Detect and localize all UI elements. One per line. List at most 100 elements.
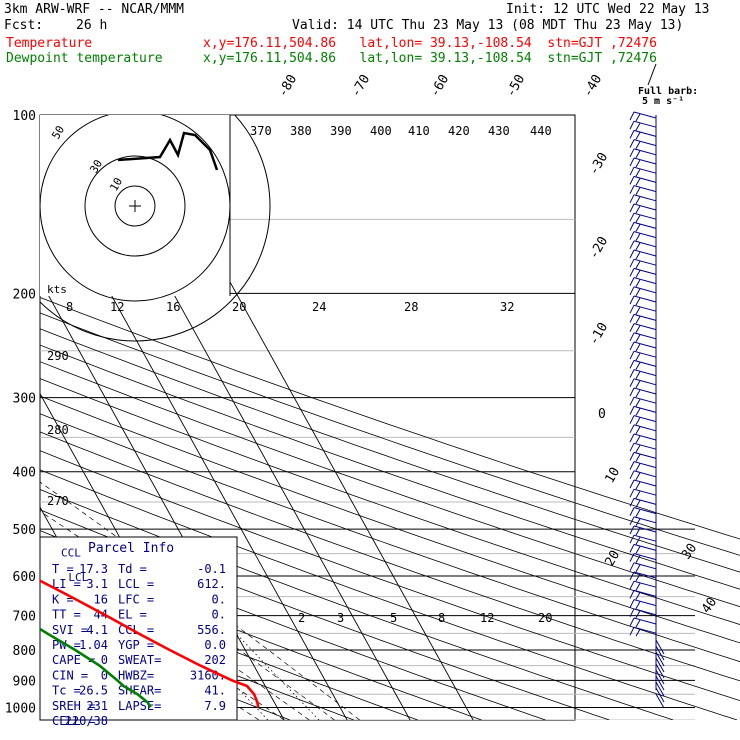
parcel-row-label: LAPSE= (118, 699, 161, 713)
valid-time: Valid: 14 UTC Thu 23 May 13 (08 MDT Thu … (292, 18, 684, 33)
wind-barb (629, 516, 657, 527)
isotherm-label: 40 (699, 595, 720, 616)
wind-barb (629, 323, 657, 333)
isotherm-label: -40 (580, 72, 605, 100)
wind-barb-flag (635, 601, 641, 609)
wind-barb-low (655, 645, 665, 661)
pressure-label: 200 (13, 287, 36, 302)
wind-barb (629, 185, 657, 195)
parcel-row-value: 4.1 (86, 623, 108, 637)
wind-barb-staff (633, 451, 657, 459)
wind-barb (629, 359, 657, 370)
wind-barb (629, 240, 657, 251)
isotherm-label: 20 (602, 548, 623, 569)
dry-adiabat-label: 280 (47, 423, 69, 437)
pressure-label: 500 (13, 523, 36, 538)
dry-adiabat (40, 312, 740, 556)
parcel-row-label: SHEAR= (118, 684, 161, 698)
wind-barb (629, 221, 657, 232)
wind-barb (629, 451, 657, 462)
wind-barb-staff (633, 175, 657, 183)
wind-barb-flag (635, 518, 641, 527)
wind-barb-staff (633, 507, 657, 515)
parcel-info-title: Parcel Info (88, 541, 174, 556)
dry-adiabat (40, 361, 740, 608)
theta-label: 410 (408, 124, 430, 138)
parcel-row-value: 612. (197, 577, 226, 591)
wind-scale-barb (647, 63, 657, 86)
wind-barb-flag (629, 534, 635, 544)
wind-barb-flag (629, 350, 635, 360)
wind-barb-flag (635, 490, 641, 499)
wind-barb-flag (635, 371, 641, 379)
wind-barb-flag (629, 120, 635, 130)
dry-adiabat-label: 290 (47, 349, 69, 363)
wind-barb-flag (635, 509, 641, 517)
parcel-row-value: 41. (204, 684, 226, 698)
dewpoint-profile (40, 627, 152, 709)
wind-barb-staff (633, 608, 657, 616)
wind-barb-flag (635, 196, 641, 205)
wind-barb-staff (633, 534, 657, 542)
wind-barb-low (655, 681, 665, 697)
wind-barb-staff (633, 461, 657, 469)
parcel-row-value: 17.3 (79, 562, 108, 576)
hodograph-speed-label: 8 (66, 300, 73, 314)
parcel-info-background (39, 536, 238, 721)
wind-barb-flag (629, 470, 635, 480)
wind-barb (629, 378, 657, 389)
wind-barb (629, 571, 657, 582)
parcel-row-label: K = (52, 592, 74, 606)
wind-barb (629, 479, 657, 490)
wind-barb-staff (633, 571, 657, 579)
wind-barb (629, 267, 657, 278)
hodograph-trace (117, 131, 219, 171)
wind-barb-flag (629, 295, 635, 305)
parcel-row-value: 0 (101, 653, 108, 667)
pressure-label: 700 (13, 610, 36, 625)
wind-barb (629, 313, 657, 324)
wind-barb-staff (633, 111, 657, 119)
wind-barb-flag (629, 424, 635, 434)
parcel-row-label: T = (52, 562, 74, 576)
wind-barb-staff (633, 599, 657, 607)
wind-barb-flag (635, 582, 641, 591)
wind-barb (629, 461, 657, 471)
mixing-ratio-line (181, 575, 320, 720)
wind-barb-flag (629, 240, 635, 250)
wind-barb-flag (635, 168, 641, 177)
wind-barb-flag (635, 463, 641, 471)
hodograph-range-label: 30 (87, 158, 105, 176)
dry-adiabat (40, 344, 740, 590)
wind-barb-flag (629, 148, 635, 158)
wind-barb-flag (635, 178, 641, 186)
isotherm-label: 30 (679, 541, 700, 562)
wind-barb-flag (629, 332, 635, 342)
parcel-row-label: LI = (52, 577, 81, 591)
temperature-legend: Temperature (6, 36, 93, 51)
sounding-profiles: MCCLLCL (40, 546, 260, 709)
wind-barb-flag (629, 498, 635, 507)
wind-barb-flag (635, 325, 641, 333)
dry-adiabat (40, 328, 740, 573)
parcel-row-value: 231 (86, 699, 108, 713)
wind-barb-flag (635, 334, 641, 343)
wind-barb (629, 580, 657, 591)
wind-barb-staff (633, 562, 657, 570)
wind-barb (629, 286, 657, 297)
parcel-row-label: CIN = (52, 668, 88, 682)
isotherm-label: -50 (503, 72, 528, 100)
wind-barb (629, 599, 657, 609)
wind-barb-flag (629, 562, 635, 572)
wind-barb-staff (633, 424, 657, 432)
wind-barb-flag (629, 608, 635, 618)
wind-barb-flag (635, 362, 641, 370)
wind-barb-low (655, 657, 665, 673)
wind-barb-staff (633, 231, 657, 239)
dry-adiabat (40, 469, 738, 720)
wind-barb-flag (635, 380, 641, 389)
dry-adiabat (40, 431, 740, 682)
wind-barb (629, 120, 657, 131)
wind-barb-staff (633, 626, 657, 634)
